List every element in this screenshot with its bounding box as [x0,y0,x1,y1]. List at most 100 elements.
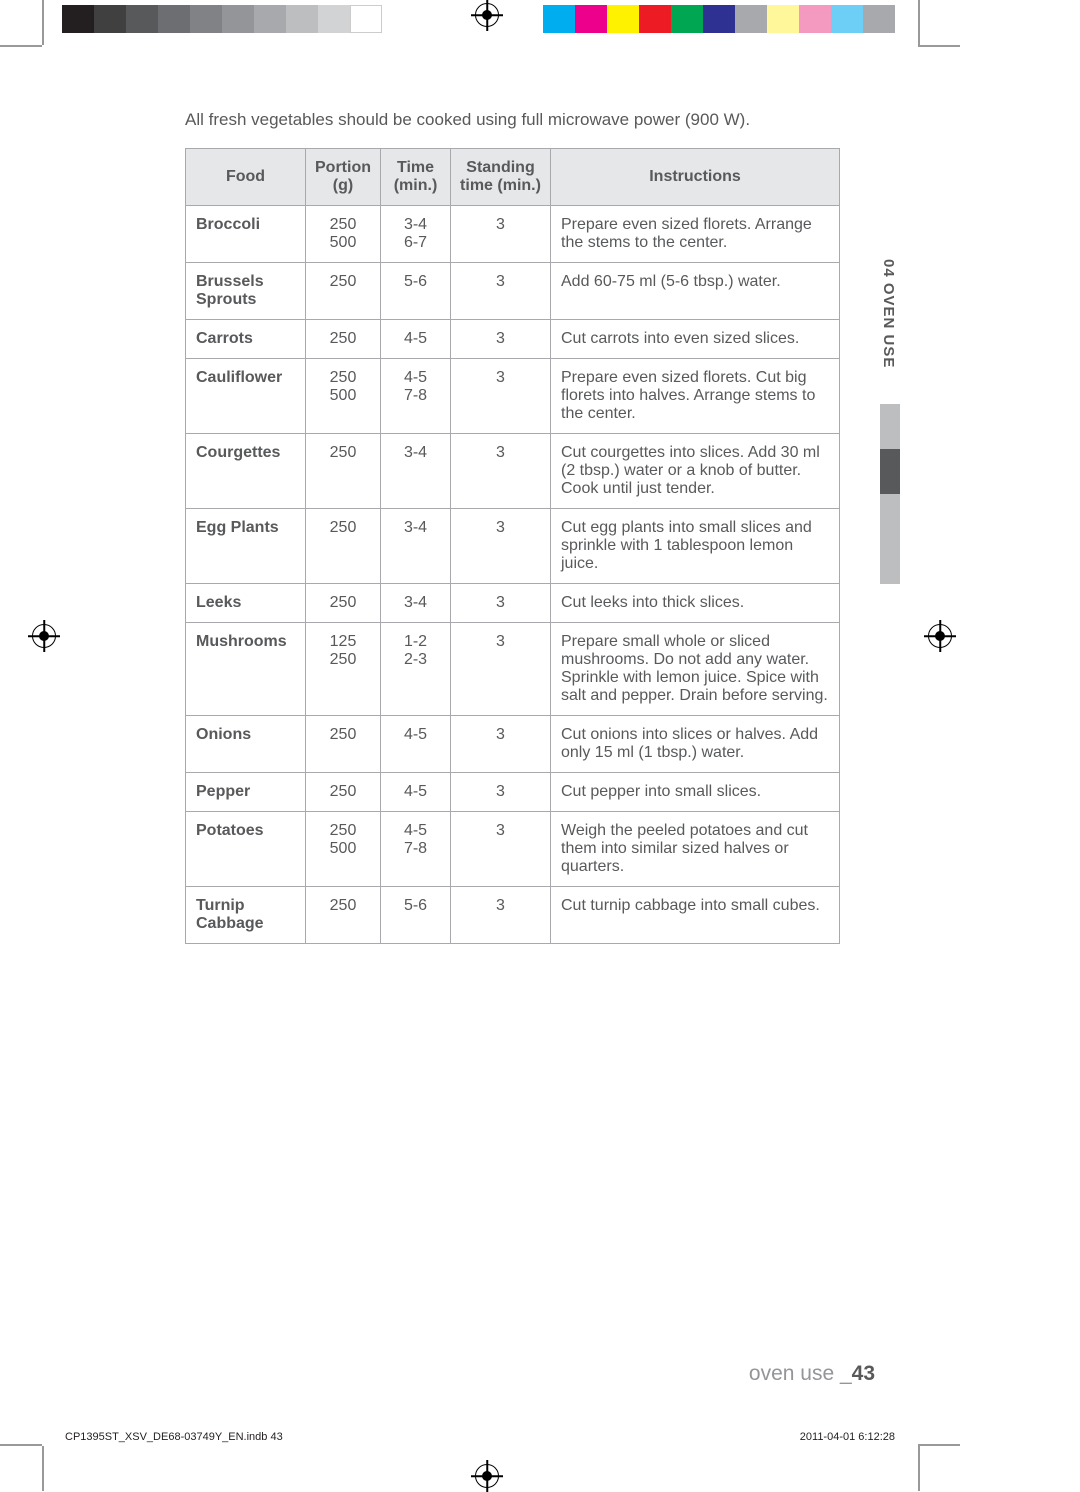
cell-standing: 3 [451,359,551,434]
color-swatch [799,5,831,33]
cell-standing: 3 [451,320,551,359]
crop-mark [918,0,920,45]
crop-mark [42,0,44,45]
section-label: 04 OVEN USE [880,259,897,389]
vegetables-cooking-table: Food Portion (g) Time (min.) Standing ti… [185,148,840,944]
table-row: Carrots2504-53Cut carrots into even size… [186,320,840,359]
crop-mark [42,1446,44,1491]
color-swatch [607,5,639,33]
side-index-segment [880,404,900,449]
cell-standing: 3 [451,434,551,509]
cell-standing: 3 [451,623,551,716]
imprint-filename: CP1395ST_XSV_DE68-03749Y_EN.indb 43 [65,1431,283,1443]
cell-time: 5-6 [381,263,451,320]
footer-section-text: oven use _ [749,1362,852,1385]
cell-food: Pepper [186,773,306,812]
page-content: All fresh vegetables should be cooked us… [185,110,840,944]
table-row: Potatoes250 5004-5 7-83Weigh the peeled … [186,812,840,887]
color-swatch [62,5,94,33]
cell-time: 3-4 6-7 [381,206,451,263]
color-swatch [639,5,671,33]
color-swatch [831,5,863,33]
side-index-segment [880,539,900,584]
cell-standing: 3 [451,773,551,812]
cell-portion: 250 [306,509,381,584]
cell-instructions: Cut turnip cabbage into small cubes. [551,887,840,944]
header-time: Time (min.) [381,149,451,206]
cell-food: Potatoes [186,812,306,887]
cell-standing: 3 [451,584,551,623]
side-tab: 04 OVEN USE [880,259,902,584]
cell-portion: 250 [306,263,381,320]
cell-food: Brussels Sprouts [186,263,306,320]
cell-instructions: Cut leeks into thick slices. [551,584,840,623]
cell-instructions: Add 60-75 ml (5-6 tbsp.) water. [551,263,840,320]
registration-mark-icon [475,3,499,27]
table-row: Pepper2504-53Cut pepper into small slice… [186,773,840,812]
cell-portion: 250 [306,584,381,623]
cell-standing: 3 [451,509,551,584]
table-row: Leeks2503-43Cut leeks into thick slices. [186,584,840,623]
table-row: Onions2504-53Cut onions into slices or h… [186,716,840,773]
cell-portion: 250 [306,320,381,359]
cell-food: Onions [186,716,306,773]
side-index-segment [880,494,900,539]
cell-food: Courgettes [186,434,306,509]
cell-time: 4-5 7-8 [381,812,451,887]
cell-time: 4-5 7-8 [381,359,451,434]
color-swatch [671,5,703,33]
color-swatch [286,5,318,33]
page-number: 43 [852,1362,875,1385]
cell-portion: 250 500 [306,359,381,434]
cell-portion: 125 250 [306,623,381,716]
color-swatch [222,5,254,33]
table-row: Mushrooms125 2501-2 2-33Prepare small wh… [186,623,840,716]
table-row: Egg Plants2503-43Cut egg plants into sma… [186,509,840,584]
cell-time: 5-6 [381,887,451,944]
registration-mark-icon [475,1464,499,1488]
registration-mark-icon [928,624,952,648]
color-calibration-bar-left [62,5,382,33]
header-standing: Standing time (min.) [451,149,551,206]
color-calibration-bar-right [543,5,895,33]
cell-instructions: Cut egg plants into small slices and spr… [551,509,840,584]
cell-standing: 3 [451,716,551,773]
color-swatch [863,5,895,33]
cell-food: Mushrooms [186,623,306,716]
color-swatch [254,5,286,33]
cell-food: Leeks [186,584,306,623]
cell-instructions: Weigh the peeled potatoes and cut them i… [551,812,840,887]
table-row: Courgettes2503-43Cut courgettes into sli… [186,434,840,509]
header-food: Food [186,149,306,206]
cell-portion: 250 [306,716,381,773]
cell-time: 4-5 [381,716,451,773]
color-swatch [543,5,575,33]
cell-standing: 3 [451,812,551,887]
header-portion: Portion (g) [306,149,381,206]
cell-food: Turnip Cabbage [186,887,306,944]
cell-standing: 3 [451,206,551,263]
cell-instructions: Cut onions into slices or halves. Add on… [551,716,840,773]
cell-instructions: Prepare small whole or sliced mushrooms.… [551,623,840,716]
cell-food: Cauliflower [186,359,306,434]
cell-food: Carrots [186,320,306,359]
cell-portion: 250 500 [306,812,381,887]
color-swatch [735,5,767,33]
color-swatch [767,5,799,33]
color-swatch [126,5,158,33]
table-row: Cauliflower250 5004-5 7-83Prepare even s… [186,359,840,434]
crop-mark [918,1444,960,1446]
header-instructions: Instructions [551,149,840,206]
imprint-timestamp: 2011-04-01 6:12:28 [800,1431,895,1443]
color-swatch [575,5,607,33]
crop-mark [918,1446,920,1491]
cell-time: 4-5 [381,773,451,812]
cell-instructions: Cut courgettes into slices. Add 30 ml (2… [551,434,840,509]
cell-food: Broccoli [186,206,306,263]
registration-mark-icon [32,624,56,648]
color-swatch [190,5,222,33]
crop-mark [918,45,960,47]
page-footer: oven use _43 [749,1362,875,1386]
table-header-row: Food Portion (g) Time (min.) Standing ti… [186,149,840,206]
intro-text: All fresh vegetables should be cooked us… [185,110,840,130]
